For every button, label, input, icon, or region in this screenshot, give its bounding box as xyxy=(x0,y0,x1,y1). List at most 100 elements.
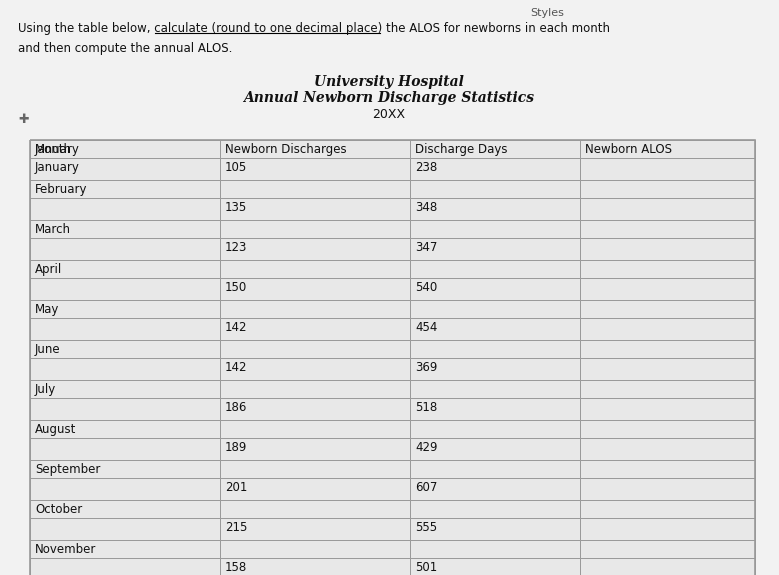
Text: 189: 189 xyxy=(225,441,248,454)
Bar xyxy=(410,278,580,300)
Text: 215: 215 xyxy=(225,521,248,534)
Bar xyxy=(580,500,755,518)
Bar xyxy=(220,278,410,300)
Bar xyxy=(410,540,580,558)
Bar xyxy=(410,198,580,220)
Bar xyxy=(410,260,580,278)
Text: Newborn Discharges: Newborn Discharges xyxy=(225,143,347,156)
Bar xyxy=(410,180,580,198)
Bar xyxy=(410,140,580,158)
Bar xyxy=(580,380,755,398)
Text: June: June xyxy=(35,343,61,356)
Bar xyxy=(30,140,755,575)
Bar xyxy=(580,300,755,318)
Text: 158: 158 xyxy=(225,561,247,574)
Bar xyxy=(410,518,580,540)
Text: 518: 518 xyxy=(415,401,437,414)
Bar xyxy=(580,518,755,540)
Bar xyxy=(220,340,410,358)
Text: 555: 555 xyxy=(415,521,437,534)
Bar xyxy=(220,420,410,438)
Bar xyxy=(30,420,220,438)
Bar xyxy=(220,358,410,380)
Bar xyxy=(30,158,220,180)
Bar xyxy=(410,238,580,260)
Bar xyxy=(220,220,410,238)
Bar xyxy=(410,380,580,398)
Text: 142: 142 xyxy=(225,361,248,374)
Text: 201: 201 xyxy=(225,481,248,494)
Text: March: March xyxy=(35,223,71,236)
Bar xyxy=(410,318,580,340)
Bar xyxy=(410,438,580,460)
Bar xyxy=(30,478,220,500)
Bar xyxy=(220,460,410,478)
Bar xyxy=(30,438,220,460)
Bar xyxy=(580,478,755,500)
Text: May: May xyxy=(35,303,59,316)
Bar xyxy=(410,220,580,238)
Bar xyxy=(220,300,410,318)
Text: 123: 123 xyxy=(225,241,248,254)
Bar xyxy=(220,260,410,278)
Text: Using the table below, calculate (round to one decimal place) the ALOS for newbo: Using the table below, calculate (round … xyxy=(18,22,610,35)
Bar xyxy=(220,318,410,340)
Bar xyxy=(30,500,220,518)
Bar xyxy=(410,420,580,438)
Text: 142: 142 xyxy=(225,321,248,334)
Text: February: February xyxy=(35,183,87,196)
Bar xyxy=(580,438,755,460)
Bar xyxy=(580,540,755,558)
Text: University Hospital: University Hospital xyxy=(314,75,464,89)
Bar xyxy=(30,220,220,238)
Text: September: September xyxy=(35,463,100,476)
Text: July: July xyxy=(35,383,56,396)
Bar xyxy=(410,358,580,380)
Bar xyxy=(30,140,220,158)
Text: 135: 135 xyxy=(225,201,247,214)
Bar xyxy=(30,300,220,318)
Bar xyxy=(30,260,220,278)
Bar xyxy=(30,278,220,300)
Bar xyxy=(580,318,755,340)
Text: January: January xyxy=(35,161,80,174)
Bar xyxy=(220,380,410,398)
Bar xyxy=(580,260,755,278)
Bar xyxy=(220,158,410,180)
Bar xyxy=(410,500,580,518)
Text: 238: 238 xyxy=(415,161,437,174)
Text: 105: 105 xyxy=(225,161,247,174)
Text: 607: 607 xyxy=(415,481,437,494)
Bar xyxy=(580,238,755,260)
Text: 369: 369 xyxy=(415,361,437,374)
Bar xyxy=(30,340,220,358)
Bar xyxy=(30,460,220,478)
Text: 186: 186 xyxy=(225,401,248,414)
Bar xyxy=(410,398,580,420)
Bar xyxy=(220,518,410,540)
Bar xyxy=(410,460,580,478)
Bar xyxy=(220,478,410,500)
Text: Discharge Days: Discharge Days xyxy=(415,143,507,156)
Bar xyxy=(30,358,220,380)
Text: 150: 150 xyxy=(225,281,247,294)
Bar xyxy=(30,140,220,158)
Bar xyxy=(220,500,410,518)
Text: 347: 347 xyxy=(415,241,437,254)
Text: Month: Month xyxy=(35,143,72,156)
Bar xyxy=(410,158,580,180)
Bar xyxy=(220,180,410,198)
Bar xyxy=(580,180,755,198)
Text: 540: 540 xyxy=(415,281,437,294)
Text: 348: 348 xyxy=(415,201,437,214)
Bar xyxy=(220,540,410,558)
Text: 20XX: 20XX xyxy=(372,108,406,121)
Bar xyxy=(30,318,220,340)
Bar xyxy=(30,180,220,198)
Bar xyxy=(220,398,410,420)
Text: August: August xyxy=(35,423,76,436)
Bar xyxy=(410,340,580,358)
Text: Annual Newborn Discharge Statistics: Annual Newborn Discharge Statistics xyxy=(244,91,534,105)
Bar xyxy=(30,198,220,220)
Bar xyxy=(580,198,755,220)
